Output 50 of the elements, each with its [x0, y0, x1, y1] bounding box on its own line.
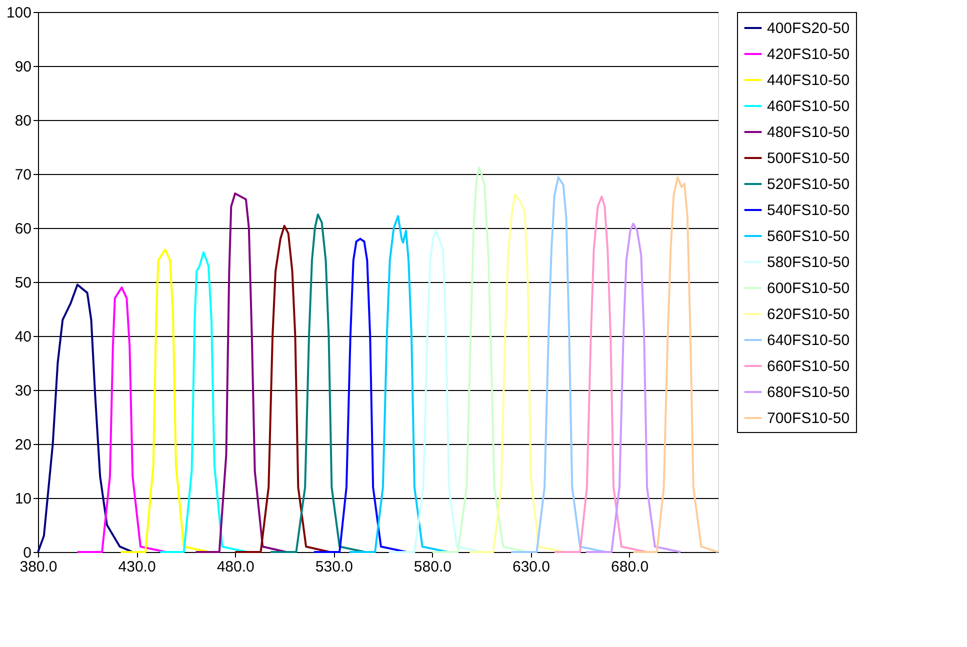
- line-series: [348, 215, 449, 553]
- legend-label: 440FS10-50: [767, 72, 850, 89]
- line-series: [159, 251, 248, 553]
- y-tick-label: 20: [14, 436, 32, 454]
- y-tick-label: 30: [14, 382, 32, 400]
- y-tick-label: 50: [14, 274, 32, 292]
- legend-label: 500FS10-50: [767, 150, 850, 167]
- y-tick-label: 90: [14, 58, 32, 76]
- line-series: [312, 238, 408, 553]
- x-tick-label: 580.0: [414, 558, 452, 576]
- y-tick-label: 80: [14, 112, 32, 130]
- legend-label: 700FS10-50: [767, 410, 850, 427]
- legend-label: 480FS10-50: [767, 124, 850, 141]
- y-tick-label: 70: [14, 166, 32, 184]
- x-tick-label: 680.0: [611, 558, 649, 576]
- legend-label: 580FS10-50: [767, 254, 850, 271]
- line-series: [234, 224, 331, 553]
- legend-label: 560FS10-50: [767, 228, 850, 245]
- y-tick-label: 0: [23, 544, 32, 562]
- line-series: [388, 230, 482, 553]
- legend-label: 420FS10-50: [767, 46, 850, 63]
- line-series: [584, 222, 682, 553]
- y-tick-label: 100: [6, 4, 32, 22]
- legend-label: 460FS10-50: [767, 98, 850, 115]
- legend-label: 520FS10-50: [767, 176, 850, 193]
- line-series: [510, 176, 607, 553]
- line-series: [431, 166, 528, 553]
- x-tick-label: 630.0: [512, 558, 550, 576]
- line-series: [37, 284, 134, 553]
- legend-label: 660FS10-50: [767, 358, 850, 375]
- line-series: [76, 286, 168, 553]
- legend-label: 640FS10-50: [767, 332, 850, 349]
- x-tick-label: 430.0: [118, 558, 156, 576]
- line-series: [194, 192, 288, 553]
- x-tick-label: 380.0: [20, 558, 58, 576]
- line-series: [632, 176, 719, 553]
- y-tick-label: 40: [14, 328, 32, 346]
- y-tick-label: 10: [14, 490, 32, 508]
- line-series: [468, 194, 566, 553]
- line-series: [270, 214, 366, 553]
- legend-label: 540FS10-50: [767, 202, 850, 219]
- legend-label: 400FS20-50: [767, 20, 850, 37]
- line-series: [553, 196, 648, 553]
- y-tick-label: 60: [14, 220, 32, 238]
- x-tick-label: 480.0: [216, 558, 254, 576]
- legend-label: 680FS10-50: [767, 384, 850, 401]
- legend-label: 620FS10-50: [767, 306, 850, 323]
- x-tick-label: 530.0: [315, 558, 353, 576]
- legend-label: 600FS10-50: [767, 280, 850, 297]
- line-series: [120, 248, 210, 553]
